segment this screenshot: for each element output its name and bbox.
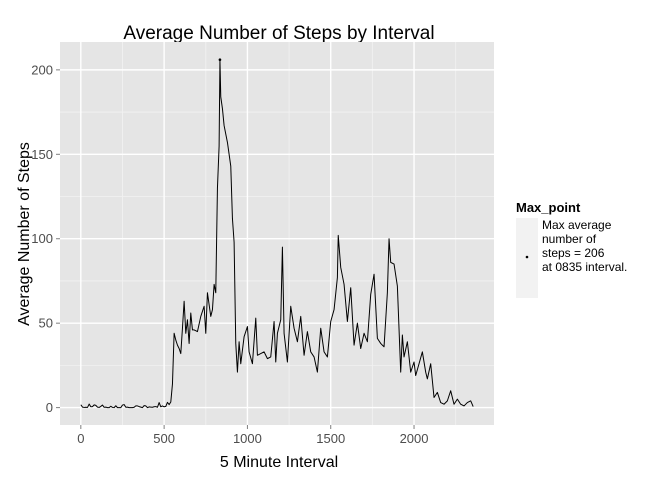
- y-tick-label: 200: [31, 62, 53, 77]
- x-axis-title: 5 Minute Interval: [220, 454, 338, 471]
- legend-point-icon: [525, 255, 529, 259]
- tick-labels: 0 500 1000 1500 2000 0 50 100 150 200: [31, 62, 428, 446]
- ticks: [56, 69, 415, 429]
- x-tick-label: 1000: [233, 431, 262, 446]
- x-tick-label: 500: [153, 431, 175, 446]
- legend-entry-line-2: number of: [542, 232, 597, 246]
- legend-title: Max_point: [516, 200, 581, 215]
- legend-entry-line-4: at 0835 interval.: [542, 260, 627, 274]
- legend-entry-line-3: steps = 206: [542, 246, 605, 260]
- y-axis-title: Average Number of Steps: [16, 142, 33, 326]
- legend: Max_point Max average number of steps = …: [516, 200, 627, 298]
- y-tick-label: 150: [31, 147, 53, 162]
- y-tick-label: 0: [46, 400, 53, 415]
- series-line-0: [80, 59, 474, 409]
- x-tick-label: 2000: [400, 431, 429, 446]
- y-tick-label: 50: [39, 316, 53, 331]
- legend-entry-line-1: Max average: [542, 218, 612, 232]
- grid-minor: [60, 42, 494, 425]
- chart-title: Average Number of Steps by Interval: [123, 23, 434, 44]
- x-tick-label: 1500: [316, 431, 345, 446]
- max-point: [218, 58, 222, 62]
- data-layer: [80, 58, 474, 409]
- x-tick-label: 0: [77, 431, 84, 446]
- plot-panel: [60, 42, 494, 425]
- grid-major: [60, 42, 494, 425]
- y-tick-label: 100: [31, 231, 53, 246]
